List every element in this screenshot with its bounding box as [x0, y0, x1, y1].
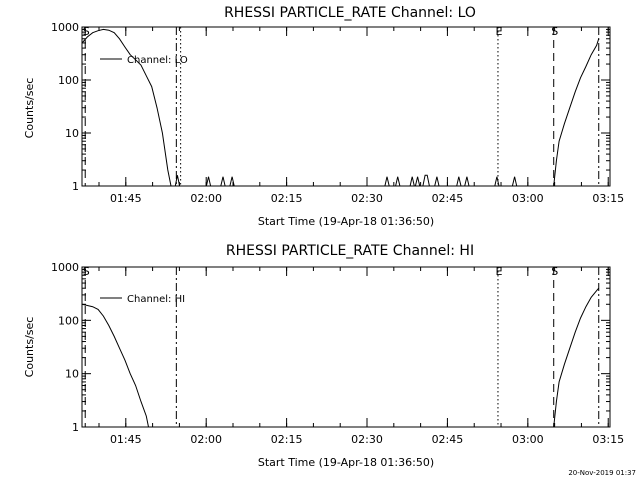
- y-axis-label: Counts/sec: [23, 317, 36, 378]
- x-axis-label: Start Time (19-Apr-18 01:36:50): [258, 456, 434, 469]
- event-marker-label: S: [83, 265, 90, 278]
- event-marker-label: S: [83, 25, 90, 38]
- plot-frame: [81, 26, 611, 187]
- event-marker-label: E: [495, 25, 502, 38]
- x-tick-label: 03:15: [592, 433, 624, 446]
- x-tick-label: 03:00: [512, 192, 544, 205]
- plot-frame: [81, 266, 611, 428]
- y-tick-label: 1: [72, 180, 79, 193]
- x-tick-label: 02:30: [351, 192, 383, 205]
- y-tick-label: 100: [58, 74, 79, 87]
- event-marker-label: S: [551, 25, 558, 38]
- y-tick-label: 100: [58, 314, 79, 327]
- chart-panel-lo: RHESSI PARTICLE_RATE Channel: LO Start T…: [23, 5, 624, 228]
- y-tick-label: 10: [65, 368, 79, 381]
- x-tick-label: 02:00: [190, 192, 222, 205]
- series-line: [81, 287, 600, 428]
- chart-panel-hi: RHESSI PARTICLE_RATE Channel: HI Start T…: [23, 243, 624, 469]
- x-tick-label: 02:15: [271, 192, 303, 205]
- x-tick-label: 02:30: [351, 433, 383, 446]
- x-tick-label: 01:45: [110, 192, 142, 205]
- chart-title: RHESSI PARTICLE_RATE Channel: HI: [226, 243, 474, 259]
- y-tick-label: 1: [72, 421, 79, 434]
- event-marker-label: S: [551, 265, 558, 278]
- event-marker-label: E: [495, 265, 502, 278]
- y-axis-label: Counts/sec: [23, 78, 36, 139]
- x-tick-label: 02:00: [190, 433, 222, 446]
- y-tick-label: 1000: [51, 261, 79, 274]
- y-tick-label: 10: [65, 127, 79, 140]
- legend-label: Channel: HI: [127, 294, 185, 305]
- x-tick-label: 02:45: [432, 433, 464, 446]
- x-tick-label: 03:00: [512, 433, 544, 446]
- x-tick-label: 02:45: [432, 192, 464, 205]
- x-tick-label: 01:45: [110, 433, 142, 446]
- timestamp-stamp: 20-Nov-2019 01:37: [568, 469, 636, 477]
- legend-label: Channel: LO: [127, 55, 188, 66]
- y-tick-label: 1000: [51, 21, 79, 34]
- x-tick-label: 02:15: [271, 433, 303, 446]
- x-tick-label: 03:15: [592, 192, 624, 205]
- series-line: [81, 28, 600, 187]
- chart-title: RHESSI PARTICLE_RATE Channel: LO: [224, 5, 476, 21]
- x-axis-label: Start Time (19-Apr-18 01:36:50): [258, 215, 434, 228]
